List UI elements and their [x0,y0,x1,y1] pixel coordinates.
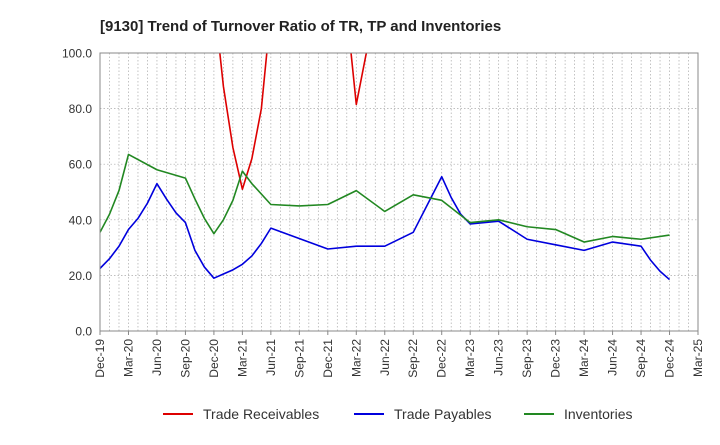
y-tick-label: 100.0 [62,47,92,61]
y-tick-label: 40.0 [69,213,93,227]
x-tick-label: Dec-19 [93,339,107,378]
x-tick-label: Dec-20 [207,339,221,378]
x-tick-label: Dec-24 [663,339,677,378]
x-tick-label: Mar-21 [235,339,249,377]
x-tick-label: Mar-20 [121,339,135,377]
y-tick-label: 20.0 [69,269,93,283]
x-tick-label: Jun-20 [150,339,164,376]
x-tick-label: Sep-20 [178,339,192,378]
plot-area-border [99,52,699,332]
series-layer [100,53,671,281]
x-tick-label: Sep-23 [520,339,534,378]
x-tick-label: Mar-25 [691,339,705,377]
grid-layer [100,53,698,331]
chart-title: [9130] Trend of Turnover Ratio of TR, TP… [100,18,501,35]
x-tick-label: Mar-24 [577,339,591,377]
x-tick-label: Sep-24 [634,339,648,378]
legend-label-trade-payables: Trade Payables [394,406,492,422]
legend-label-trade-receivables: Trade Receivables [203,406,319,422]
x-tick-label: Sep-21 [292,339,306,378]
y-tick-label: 80.0 [69,102,93,116]
x-tick-label: Jun-21 [264,339,278,376]
x-tick-label: Mar-23 [463,339,477,377]
legend: Trade Receivables Trade Payables Inventori… [163,406,632,422]
y-tick-label: 0.0 [75,325,92,339]
y-tick-label: 60.0 [69,158,93,172]
x-tick-label: Sep-22 [406,339,420,378]
legend-label-inventories: Inventories [564,406,632,422]
x-tick-label: Dec-23 [549,339,563,378]
series-line-trade-receivables [219,53,368,191]
x-tick-label: Jun-22 [378,339,392,376]
x-tick-label: Jun-24 [606,339,620,376]
x-axis-ticks: Dec-19 Mar-20 Jun-20 Sep-20 Dec-20 Mar-21 Jun-… [93,331,705,378]
x-tick-label: Dec-21 [321,339,335,378]
x-tick-label: Dec-22 [435,339,449,378]
x-tick-label: Jun-23 [492,339,506,376]
y-axis-ticks: 0.0 20.0 40.0 60.0 80.0 100.0 [62,47,92,339]
series-line-inventories [100,153,670,243]
series-line-trade-payables [100,175,671,281]
x-tick-label: Mar-22 [349,339,363,377]
